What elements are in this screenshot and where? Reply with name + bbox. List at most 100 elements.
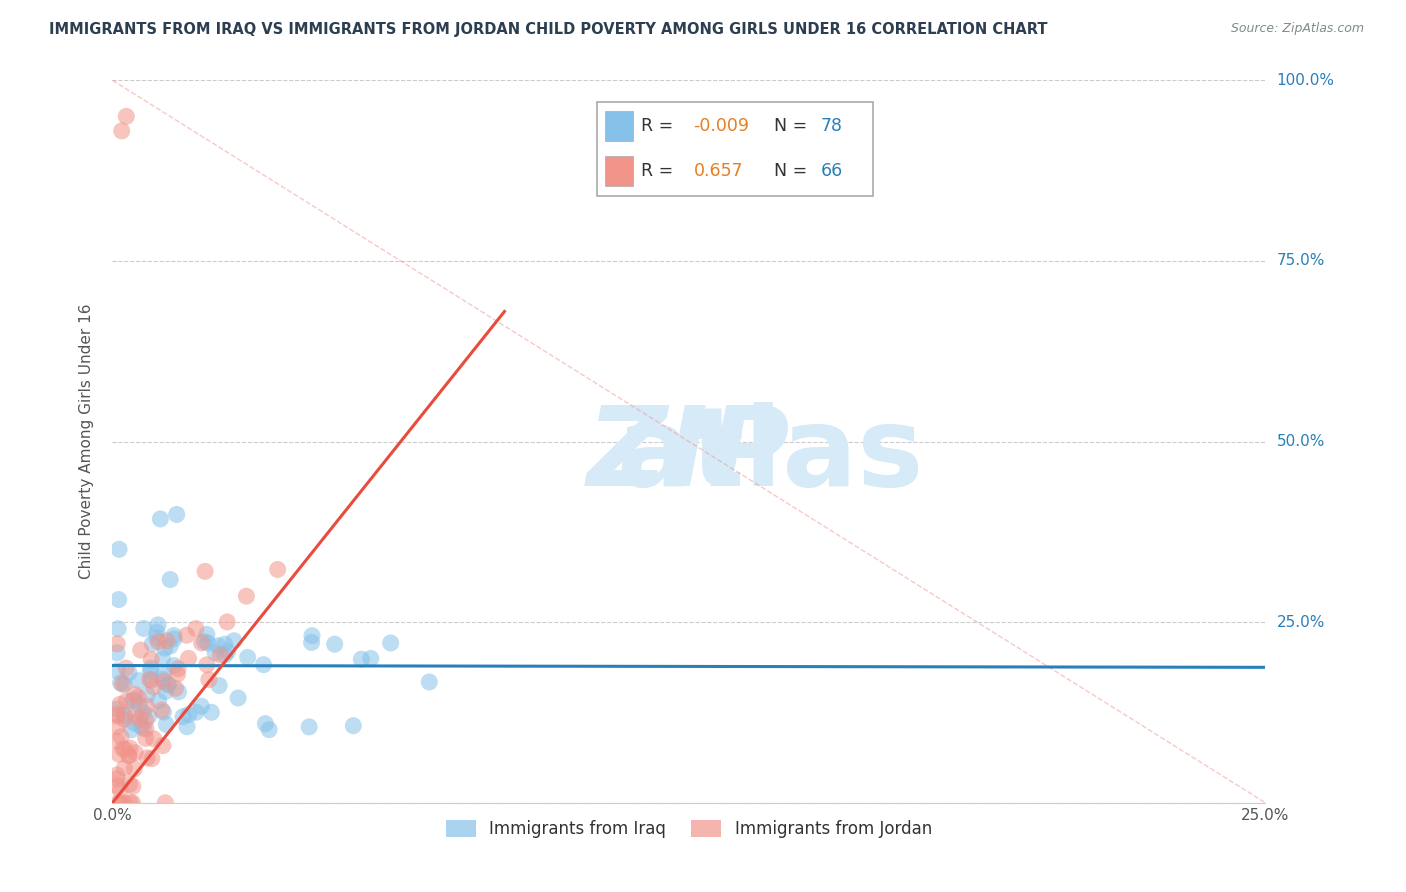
Point xyxy=(197,636,219,650)
Point xyxy=(155,796,177,810)
Point xyxy=(217,645,239,659)
Point xyxy=(301,629,323,643)
Point xyxy=(153,641,176,656)
Point xyxy=(298,720,321,734)
Point xyxy=(115,694,138,708)
Point xyxy=(105,720,128,734)
Point xyxy=(105,734,128,748)
Text: Source: ZipAtlas.com: Source: ZipAtlas.com xyxy=(1230,22,1364,36)
Point xyxy=(235,589,257,603)
Point xyxy=(129,643,152,657)
Point xyxy=(152,672,174,686)
Point xyxy=(141,653,163,667)
Point xyxy=(226,690,249,705)
Point xyxy=(204,646,226,660)
Point xyxy=(132,622,155,636)
Point xyxy=(380,636,402,650)
Point xyxy=(112,761,135,775)
Point xyxy=(132,706,155,720)
Point xyxy=(132,721,155,735)
Point xyxy=(155,717,177,731)
Text: 100.0%: 100.0% xyxy=(1277,73,1334,87)
Y-axis label: Child Poverty Among Girls Under 16: Child Poverty Among Girls Under 16 xyxy=(79,304,94,579)
Text: atlas: atlas xyxy=(616,402,924,509)
Point xyxy=(128,712,150,726)
Text: ZIP: ZIP xyxy=(588,402,790,509)
Text: IMMIGRANTS FROM IRAQ VS IMMIGRANTS FROM JORDAN CHILD POVERTY AMONG GIRLS UNDER 1: IMMIGRANTS FROM IRAQ VS IMMIGRANTS FROM … xyxy=(49,22,1047,37)
Point xyxy=(141,637,163,651)
Point xyxy=(114,712,136,726)
Point xyxy=(118,748,141,763)
Point xyxy=(115,661,138,675)
Point xyxy=(208,679,231,693)
Point xyxy=(301,635,323,649)
Point xyxy=(124,746,146,760)
Point xyxy=(150,703,173,717)
Point xyxy=(112,796,135,810)
Point xyxy=(152,652,174,666)
Point xyxy=(172,709,194,723)
Point xyxy=(111,677,134,691)
Point xyxy=(159,639,181,653)
Point xyxy=(184,622,207,636)
Text: 25.0%: 25.0% xyxy=(1277,615,1324,630)
Point xyxy=(121,723,143,737)
Point xyxy=(177,707,200,722)
Point xyxy=(139,665,162,679)
Point xyxy=(153,674,176,689)
Point xyxy=(135,714,157,728)
Point xyxy=(136,751,159,765)
Point xyxy=(110,675,132,690)
Point xyxy=(127,673,149,688)
Point xyxy=(418,675,440,690)
Point xyxy=(136,688,159,702)
Point xyxy=(139,661,162,675)
Point xyxy=(146,618,169,632)
Point xyxy=(105,709,128,723)
Point xyxy=(153,666,176,681)
Point xyxy=(266,562,288,576)
Point xyxy=(118,665,141,680)
Point xyxy=(110,730,132,744)
Point xyxy=(105,664,128,678)
Point xyxy=(129,719,152,733)
Point xyxy=(105,646,128,660)
Point xyxy=(148,634,170,648)
Point xyxy=(108,796,131,810)
Point xyxy=(217,615,239,629)
Point xyxy=(114,709,136,723)
Point xyxy=(149,512,172,526)
Point xyxy=(105,772,128,786)
Point xyxy=(117,748,139,763)
Point xyxy=(105,637,128,651)
Point xyxy=(190,699,212,714)
Point xyxy=(165,681,187,696)
Point xyxy=(114,742,136,756)
Point xyxy=(166,508,188,522)
Text: 75.0%: 75.0% xyxy=(1277,253,1324,268)
Point xyxy=(200,706,222,720)
Point xyxy=(135,698,157,713)
Point xyxy=(105,768,128,782)
Point xyxy=(236,650,259,665)
Point xyxy=(166,667,188,681)
Point xyxy=(141,673,163,688)
Text: 50.0%: 50.0% xyxy=(1277,434,1324,449)
Point xyxy=(122,762,145,776)
Point xyxy=(163,632,186,646)
Point xyxy=(115,110,138,124)
Point xyxy=(152,705,174,719)
Point xyxy=(105,779,128,793)
Point xyxy=(108,698,131,712)
Point xyxy=(156,677,179,691)
Point xyxy=(167,662,190,676)
Point xyxy=(152,739,174,753)
Point xyxy=(176,720,198,734)
Point xyxy=(111,742,134,756)
Point xyxy=(209,648,232,662)
Point xyxy=(127,690,149,705)
Point xyxy=(124,693,146,707)
Point xyxy=(118,741,141,756)
Point xyxy=(139,673,162,687)
Point xyxy=(155,684,177,698)
